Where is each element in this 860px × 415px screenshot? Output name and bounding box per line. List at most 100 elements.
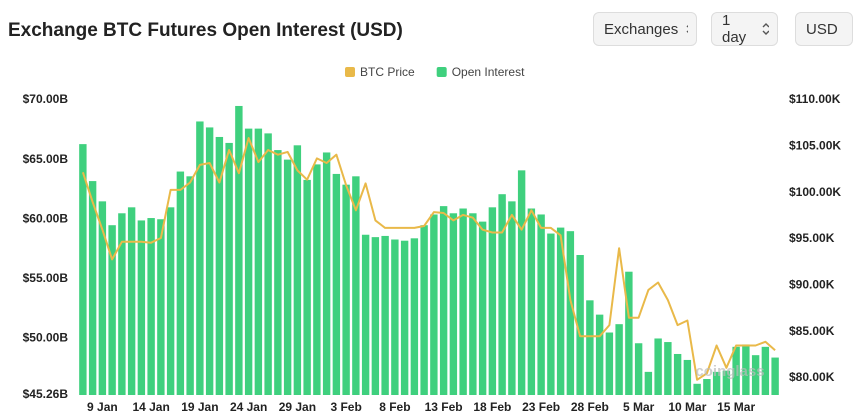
x-tick-label: 29 Jan <box>279 400 316 414</box>
bar <box>459 208 467 395</box>
x-tick-label: 8 Feb <box>379 400 410 414</box>
bar <box>527 208 536 395</box>
legend-label: BTC Price <box>360 65 415 79</box>
bar <box>634 343 643 395</box>
bar <box>537 214 545 395</box>
bar <box>283 159 292 395</box>
bar <box>751 355 760 395</box>
bar <box>98 201 107 395</box>
bar <box>381 235 389 395</box>
dropdown-label: Exchanges <box>604 20 679 38</box>
x-tick-label: 14 Jan <box>132 400 169 414</box>
bar <box>771 357 779 395</box>
bar <box>508 201 516 395</box>
bar <box>235 105 243 395</box>
bar <box>761 346 770 395</box>
legend-swatch <box>345 67 355 77</box>
y2-tick-label: $100.00K <box>789 185 841 199</box>
bar <box>176 171 185 395</box>
bar <box>332 173 341 395</box>
bar <box>478 221 487 395</box>
bar <box>108 225 116 395</box>
bar <box>722 370 731 395</box>
bar <box>488 207 497 395</box>
bar <box>625 271 633 395</box>
y-tick-label: $65.00B <box>23 152 69 166</box>
bar <box>137 220 146 395</box>
y2-tick-label: $80.00K <box>789 370 835 384</box>
bar <box>225 142 233 395</box>
bar <box>615 324 623 395</box>
price-line <box>81 137 776 381</box>
x-tick-label: 19 Jan <box>181 400 218 414</box>
y-tick-label: $45.26B <box>23 387 69 401</box>
bar <box>683 359 692 395</box>
y2-tick-label: $95.00K <box>789 231 835 245</box>
y2-tick-label: $105.00K <box>789 138 841 152</box>
x-tick-label: 24 Jan <box>230 400 267 414</box>
y2-tick-label: $110.00K <box>789 92 841 106</box>
y-tick-label: $70.00B <box>23 92 69 106</box>
bar <box>79 144 87 395</box>
bar <box>313 164 321 395</box>
bar <box>342 184 350 395</box>
x-tick-label: 5 Mar <box>623 400 655 414</box>
bar <box>439 206 448 395</box>
bar <box>361 234 370 395</box>
bar <box>322 152 331 395</box>
interval-dropdown[interactable]: 1 day <box>711 12 778 46</box>
y-tick-label: $50.00B <box>23 331 69 345</box>
bar <box>586 300 594 395</box>
bar <box>664 342 672 395</box>
bar <box>118 213 126 395</box>
x-tick-label: 18 Feb <box>473 400 511 414</box>
y2-tick-label: $85.00K <box>789 324 835 338</box>
bar <box>595 314 604 395</box>
bar <box>576 255 584 395</box>
bar <box>400 240 409 395</box>
bar <box>420 225 428 395</box>
bar <box>293 145 302 395</box>
bar <box>186 176 194 395</box>
bar <box>254 128 263 396</box>
bar <box>430 214 438 395</box>
y-tick-label: $55.00B <box>23 271 69 285</box>
bar <box>449 213 458 395</box>
bar <box>303 179 311 395</box>
bar <box>644 371 653 395</box>
y-tick-label: $60.00B <box>23 211 69 225</box>
bar <box>703 379 711 395</box>
x-tick-label: 13 Feb <box>425 400 463 414</box>
bar <box>742 344 750 395</box>
bar <box>127 207 136 395</box>
currency-dropdown[interactable]: USD <box>795 12 853 46</box>
bar <box>352 176 360 395</box>
bar <box>205 127 214 395</box>
bar <box>157 219 165 395</box>
bar <box>566 231 575 395</box>
bar <box>274 150 282 395</box>
bar <box>654 338 662 395</box>
bar <box>196 121 204 395</box>
x-tick-label: 10 Mar <box>668 400 706 414</box>
chevron <box>686 25 688 33</box>
y2-tick-label: $90.00K <box>789 277 835 291</box>
bar <box>215 136 224 396</box>
exchanges-dropdown[interactable]: Exchanges <box>593 12 697 46</box>
bar <box>498 194 506 395</box>
bar <box>732 346 740 395</box>
bar <box>371 237 380 395</box>
bar <box>517 170 526 395</box>
x-tick-label: 28 Feb <box>571 400 609 414</box>
bar <box>712 371 721 395</box>
bar <box>556 227 565 395</box>
bar <box>166 207 175 395</box>
legend-swatch <box>436 67 447 77</box>
legend-label: Open Interest <box>452 65 525 79</box>
dropdown-label: USD <box>806 20 838 38</box>
bar <box>547 233 555 395</box>
chart-title: Exchange BTC Futures Open Interest (USD) <box>8 20 403 41</box>
bar <box>693 383 701 395</box>
chevron <box>762 23 769 35</box>
